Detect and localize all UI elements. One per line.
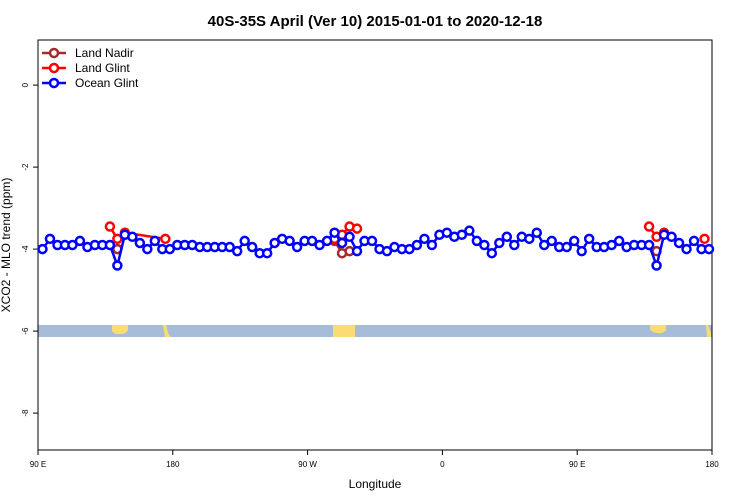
- point: [314, 239, 325, 251]
- series-line: [110, 227, 705, 239]
- x-tick-label: 90 E: [569, 460, 585, 469]
- point: [441, 227, 453, 238]
- land-strip: [38, 325, 712, 337]
- point: [703, 243, 715, 255]
- point: [464, 225, 475, 236]
- point: [104, 239, 116, 251]
- point: [643, 221, 655, 232]
- point: [291, 241, 303, 253]
- y-axis-label: XCO2 - MLO trend (ppm): [0, 178, 13, 313]
- point: [643, 239, 655, 251]
- point: [501, 231, 513, 243]
- point: [479, 239, 490, 251]
- y-tick-label: 0: [21, 82, 30, 87]
- point: [471, 235, 483, 247]
- point: [321, 235, 333, 247]
- point: [37, 243, 48, 255]
- point: [246, 241, 258, 253]
- point: [329, 227, 340, 238]
- y-tick-label: -2: [21, 163, 30, 171]
- point: [164, 243, 176, 255]
- point: [224, 241, 235, 253]
- point: [509, 239, 520, 251]
- point: [134, 237, 146, 249]
- land-shape: [112, 325, 128, 335]
- point: [112, 260, 123, 271]
- x-tick-label: 0: [440, 460, 445, 469]
- legend-label: Land Glint: [75, 61, 130, 75]
- point: [142, 243, 153, 255]
- point: [149, 235, 161, 247]
- point: [269, 237, 280, 249]
- y-tick-label: -6: [21, 327, 30, 335]
- point: [568, 235, 580, 247]
- point: [524, 233, 535, 245]
- point: [104, 221, 116, 232]
- point: [344, 231, 355, 243]
- x-tick-label: 90 W: [298, 460, 317, 469]
- land-shape: [706, 325, 711, 337]
- point: [531, 227, 543, 238]
- point: [681, 243, 692, 255]
- point: [381, 245, 393, 257]
- legend-marker: [48, 77, 60, 89]
- point: [494, 237, 505, 249]
- point: [306, 235, 318, 247]
- point: [651, 260, 662, 271]
- point: [336, 237, 348, 249]
- chart-title: 40S-35S April (Ver 10) 2015-01-01 to 202…: [208, 13, 543, 30]
- y-tick-label: -4: [21, 245, 30, 253]
- x-tick-label: 180: [705, 460, 719, 469]
- point: [561, 241, 572, 253]
- x-tick-label: 90 E: [30, 460, 46, 469]
- point: [284, 235, 295, 247]
- point: [366, 235, 378, 247]
- legend-label: Land Nadir: [75, 46, 134, 60]
- point: [404, 243, 415, 255]
- point: [426, 239, 438, 251]
- legend-marker: [48, 62, 60, 74]
- point: [44, 233, 56, 245]
- point: [351, 245, 363, 257]
- point: [538, 239, 550, 251]
- point: [583, 233, 595, 245]
- point: [112, 233, 123, 245]
- point: [261, 247, 273, 259]
- point: [456, 229, 468, 240]
- point: [666, 231, 677, 243]
- point: [673, 237, 685, 249]
- point: [411, 239, 423, 251]
- land-shape: [333, 325, 355, 337]
- x-tick-label: 180: [166, 460, 180, 469]
- land-shape: [650, 325, 666, 334]
- y-tick-label: -8: [21, 409, 30, 417]
- point: [67, 239, 78, 251]
- point: [688, 235, 700, 247]
- point: [160, 233, 171, 245]
- point: [699, 233, 710, 245]
- point: [613, 235, 625, 247]
- ocean-band: [38, 325, 712, 337]
- legend-label: Ocean Glint: [75, 76, 139, 90]
- x-axis-label: Longitude: [349, 477, 402, 491]
- point: [606, 239, 617, 251]
- point: [351, 223, 363, 234]
- point: [486, 247, 498, 259]
- point: [231, 245, 243, 257]
- legend-marker: [48, 47, 60, 59]
- point: [419, 233, 430, 245]
- point: [239, 235, 250, 247]
- land-shape: [163, 325, 171, 337]
- point: [546, 235, 557, 247]
- point: [74, 235, 86, 247]
- point: [127, 231, 138, 243]
- point: [576, 245, 587, 257]
